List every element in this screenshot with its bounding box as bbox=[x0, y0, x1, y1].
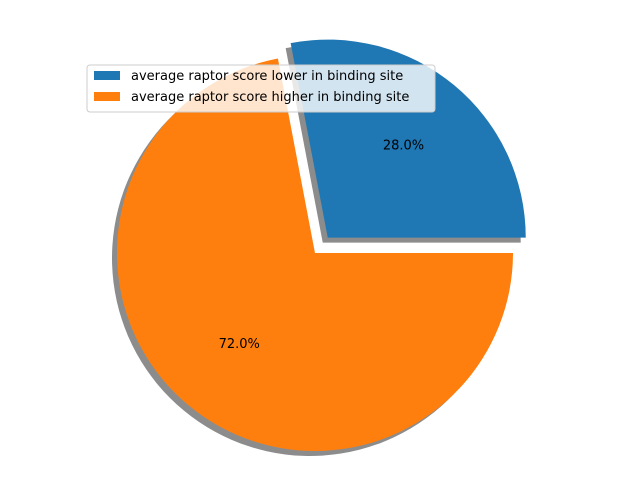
legend-swatch-lower bbox=[94, 71, 120, 80]
pie-slice-higher bbox=[116, 58, 514, 451]
percent-label-higher: 72.0% bbox=[219, 337, 260, 352]
percent-label-lower: 28.0% bbox=[383, 139, 424, 154]
legend-label-lower: average raptor score lower in binding si… bbox=[131, 69, 403, 84]
legend-label-higher: average raptor score higher in binding s… bbox=[131, 90, 409, 105]
legend-swatch-higher bbox=[94, 92, 120, 101]
percent-labels: 28.0% 72.0% bbox=[219, 139, 425, 352]
legend-frame bbox=[86, 64, 436, 113]
legend: average raptor score lower in binding si… bbox=[86, 64, 436, 113]
